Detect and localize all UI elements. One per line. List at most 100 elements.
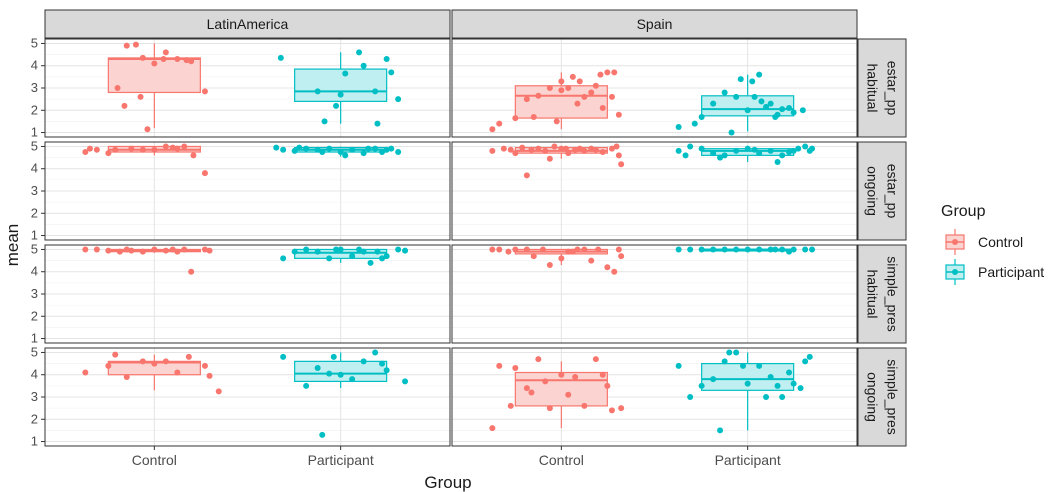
data-point — [496, 246, 503, 253]
box-control — [107, 41, 208, 133]
row-strip-label: habitual — [864, 63, 880, 112]
row-strip-bg — [857, 141, 907, 241]
facet-panel: 1 2 3 4 5 — [31, 138, 451, 243]
data-point — [786, 248, 793, 255]
facet-panel — [451, 38, 858, 138]
data-point — [530, 113, 537, 120]
data-point — [151, 146, 158, 153]
box-participant — [273, 144, 402, 159]
data-point — [597, 71, 604, 78]
box-participant — [675, 349, 813, 434]
data-point — [756, 150, 763, 157]
data-point — [326, 370, 333, 377]
data-point — [139, 248, 146, 255]
data-point — [105, 247, 112, 254]
box-control — [489, 356, 625, 432]
data-point — [360, 150, 367, 157]
data-point — [139, 358, 146, 365]
data-point — [105, 150, 112, 157]
data-point — [105, 362, 112, 369]
data-point — [337, 246, 344, 253]
data-point — [687, 394, 694, 400]
data-point — [112, 146, 119, 153]
column-strip-label: Spain — [637, 16, 673, 32]
data-point — [542, 147, 549, 154]
data-point — [333, 246, 340, 253]
data-point — [592, 82, 599, 89]
row-strip: ongoing estar_pp — [857, 141, 907, 241]
facet-panel: 1 2 3 4 5 — [31, 241, 451, 346]
box-participant — [675, 143, 816, 166]
data-point — [360, 248, 367, 255]
data-point — [797, 385, 804, 392]
data-point — [86, 145, 93, 152]
data-point — [181, 246, 188, 253]
data-point — [721, 152, 728, 159]
data-point — [188, 268, 195, 275]
data-point — [383, 253, 390, 260]
data-point — [342, 70, 349, 77]
data-point — [296, 144, 303, 151]
data-point — [489, 126, 496, 133]
column-strip: Spain — [451, 9, 858, 39]
data-point — [756, 362, 763, 369]
y-axis-title: mean — [3, 224, 22, 267]
data-point — [558, 87, 565, 94]
data-point — [395, 96, 402, 103]
data-point — [291, 147, 298, 154]
facet-panel: Control Participant — [451, 347, 858, 468]
data-point — [139, 54, 146, 61]
data-point — [489, 147, 496, 154]
data-point — [558, 78, 565, 85]
column-strip-bg — [451, 9, 858, 39]
data-point — [675, 147, 682, 154]
data-point — [215, 388, 222, 395]
data-point — [121, 102, 128, 109]
data-point — [611, 268, 618, 275]
column-strip-bg — [44, 9, 451, 39]
facet-panel — [451, 244, 858, 344]
legend: Group Control Participant — [941, 203, 1044, 285]
data-point — [767, 246, 774, 253]
data-point — [565, 85, 572, 91]
y-tick-label: 1 — [31, 228, 38, 243]
data-point — [613, 143, 620, 150]
data-point — [675, 362, 682, 369]
data-point — [188, 58, 195, 65]
panel-border — [451, 244, 858, 344]
box-control — [489, 69, 622, 133]
data-point — [349, 253, 356, 260]
data-point — [802, 246, 809, 253]
data-point — [523, 96, 530, 103]
data-point — [675, 123, 682, 130]
data-point — [751, 93, 758, 100]
data-point — [604, 264, 611, 271]
data-point — [698, 145, 705, 152]
box-control — [82, 143, 208, 177]
box-control — [82, 351, 222, 395]
data-point — [744, 246, 751, 253]
y-tick-label: 1 — [31, 331, 38, 346]
data-point — [280, 146, 287, 153]
data-point — [588, 89, 595, 96]
y-tick-label: 1 — [31, 125, 38, 140]
box-control — [82, 246, 213, 275]
data-point — [151, 246, 158, 253]
y-tick-label: 3 — [31, 389, 38, 404]
row-strip-bg — [857, 347, 907, 447]
data-point — [388, 145, 395, 152]
data-point — [615, 246, 622, 253]
y-tick-label: 5 — [31, 35, 38, 50]
data-point — [505, 248, 512, 255]
data-point — [553, 118, 560, 125]
data-point — [698, 382, 705, 389]
data-point — [356, 246, 363, 253]
data-point — [303, 382, 310, 389]
data-point — [280, 353, 287, 360]
data-point — [500, 145, 507, 152]
data-point — [123, 373, 130, 380]
facet-panel: 1 2 3 4 5 — [31, 35, 451, 140]
data-point — [523, 385, 530, 392]
data-point — [489, 246, 496, 253]
data-point — [569, 73, 576, 80]
